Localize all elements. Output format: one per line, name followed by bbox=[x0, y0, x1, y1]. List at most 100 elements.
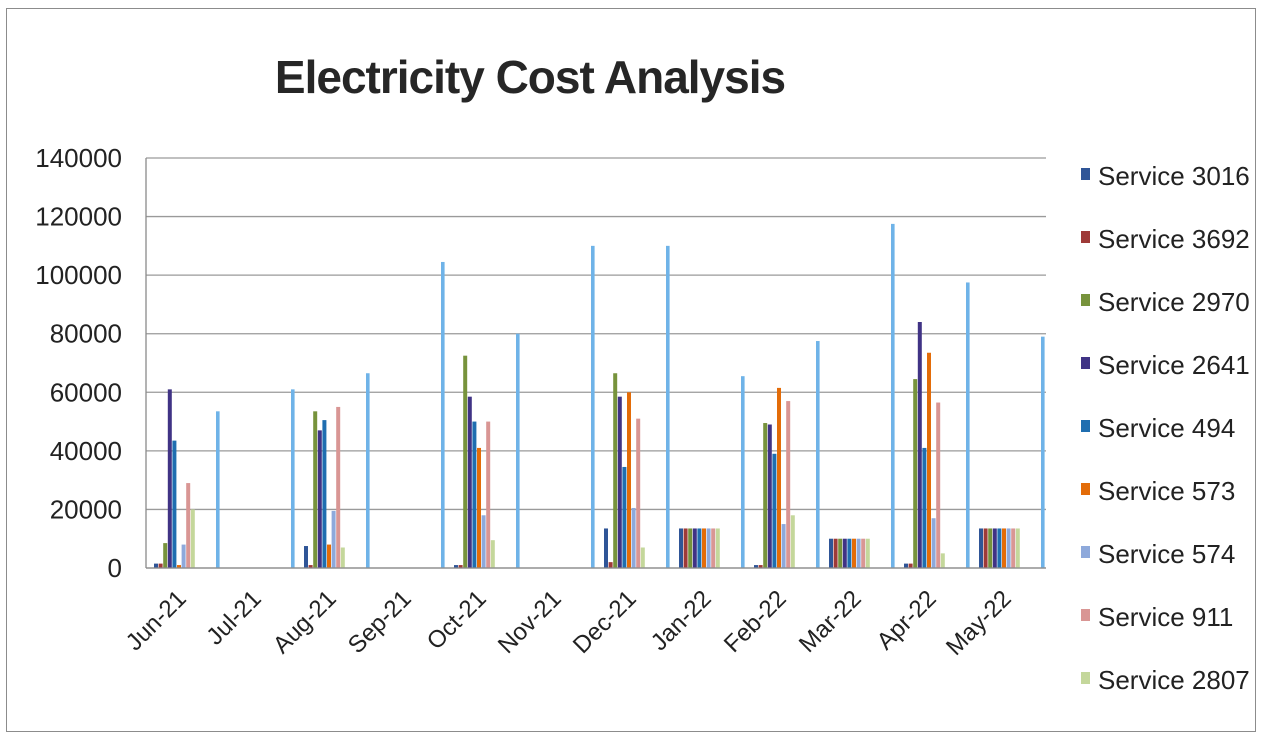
legend-label: Service 574 bbox=[1098, 539, 1235, 569]
bar-service-911-feb-22 bbox=[786, 401, 791, 568]
bar-service-911-apr-22 bbox=[936, 402, 941, 568]
bar-service-911-mar-22 bbox=[861, 538, 866, 568]
bar-service-2807-jun-21 bbox=[190, 509, 195, 568]
extra-bar-8 bbox=[816, 341, 820, 568]
bar-service-3016-aug-21 bbox=[304, 546, 308, 568]
legend-swatch bbox=[1081, 168, 1090, 180]
bar-service-2807-jan-22 bbox=[715, 528, 720, 568]
bar-service-574-oct-21 bbox=[481, 515, 486, 568]
bar-service-2807-feb-22 bbox=[790, 515, 795, 568]
bar-service-2807-aug-21 bbox=[340, 547, 345, 568]
x-tick-label: Sep-21 bbox=[343, 585, 417, 659]
bar-service-2641-apr-22 bbox=[917, 322, 922, 568]
x-tick-label: Apr-22 bbox=[872, 585, 942, 655]
bar-service-2807-dec-21 bbox=[640, 547, 645, 568]
legend-label: Service 3692 bbox=[1098, 224, 1250, 254]
x-tick-label: Mar-22 bbox=[794, 585, 867, 658]
bar-service-911-jun-21 bbox=[186, 483, 191, 568]
legend-swatch bbox=[1081, 609, 1090, 621]
bar-service-3692-jan-22 bbox=[683, 528, 688, 568]
extra-bar-0 bbox=[216, 411, 220, 568]
bar-service-3016-feb-22 bbox=[754, 565, 758, 568]
legend-label: Service 3016 bbox=[1098, 161, 1250, 191]
bar-service-494-apr-22 bbox=[922, 447, 927, 568]
chart-frame bbox=[6, 8, 1256, 732]
extra-bar-1 bbox=[291, 389, 295, 568]
bar-service-574-feb-22 bbox=[781, 524, 786, 568]
bar-service-574-dec-21 bbox=[631, 507, 636, 568]
y-tick-label: 40000 bbox=[50, 436, 122, 466]
bar-service-2641-aug-21 bbox=[317, 430, 322, 568]
bar-service-2807-may-22 bbox=[1015, 528, 1020, 568]
legend-label: Service 2970 bbox=[1098, 287, 1250, 317]
bar-service-2641-dec-21 bbox=[617, 396, 622, 568]
extra-bar-11 bbox=[1041, 336, 1045, 568]
bar-service-573-jun-21 bbox=[177, 565, 181, 568]
bar-service-3692-feb-22 bbox=[758, 565, 763, 568]
extra-bar-4 bbox=[516, 333, 520, 568]
bar-service-911-aug-21 bbox=[336, 406, 341, 568]
bar-series bbox=[154, 223, 1045, 568]
bar-service-3692-oct-21 bbox=[458, 565, 463, 568]
y-axis: 0 20000 40000 60000 80000 100000 120000 140000 bbox=[35, 143, 147, 583]
bar-service-2641-oct-21 bbox=[467, 396, 472, 568]
bar-service-573-aug-21 bbox=[327, 544, 331, 568]
legend: Service 3016 Service 3692 Service 2970 Serv… bbox=[1081, 161, 1250, 695]
legend-label: Service 494 bbox=[1098, 413, 1235, 443]
bar-service-574-may-22 bbox=[1006, 528, 1011, 568]
bar-service-3692-may-22 bbox=[983, 528, 988, 568]
bar-service-574-jan-22 bbox=[706, 528, 711, 568]
bar-service-3692-mar-22 bbox=[833, 538, 838, 568]
bar-service-573-apr-22 bbox=[927, 352, 931, 568]
bar-service-494-oct-21 bbox=[472, 421, 477, 568]
extra-bar-7 bbox=[741, 376, 745, 568]
bar-service-3016-dec-21 bbox=[604, 528, 608, 568]
y-tick-label: 140000 bbox=[35, 143, 122, 173]
extra-bar-3 bbox=[441, 261, 445, 568]
bar-service-2641-jun-21 bbox=[167, 389, 172, 568]
y-tick-label: 60000 bbox=[50, 377, 122, 407]
legend-label: Service 573 bbox=[1098, 476, 1235, 506]
bar-service-2970-jun-21 bbox=[163, 543, 168, 568]
x-tick-label: Jun-21 bbox=[121, 585, 192, 656]
bar-service-2641-mar-22 bbox=[842, 538, 847, 568]
bar-service-494-feb-22 bbox=[772, 453, 777, 568]
bar-service-2807-mar-22 bbox=[865, 538, 870, 568]
bar-service-2970-jan-22 bbox=[688, 528, 693, 568]
bar-service-494-aug-21 bbox=[322, 420, 327, 568]
bar-service-573-oct-21 bbox=[477, 447, 481, 568]
bar-service-911-may-22 bbox=[1011, 528, 1016, 568]
extra-bar-5 bbox=[591, 245, 595, 568]
legend-swatch bbox=[1081, 357, 1090, 369]
bar-service-2970-mar-22 bbox=[838, 538, 843, 568]
x-tick-label: Jan-22 bbox=[646, 585, 717, 656]
legend-label: Service 2641 bbox=[1098, 350, 1250, 380]
bar-service-573-dec-21 bbox=[627, 392, 631, 568]
bar-service-3692-dec-21 bbox=[608, 562, 613, 568]
bar-service-574-apr-22 bbox=[931, 518, 936, 568]
y-tick-label: 80000 bbox=[50, 319, 122, 349]
x-tick-label: Oct-21 bbox=[422, 585, 492, 655]
bar-service-911-dec-21 bbox=[636, 418, 641, 568]
bar-service-3016-oct-21 bbox=[454, 565, 458, 568]
x-axis: Jun-21 Jul-21 Aug-21 Sep-21 Oct-21 Nov-21 Dec-… bbox=[121, 567, 1046, 661]
bar-service-3692-apr-22 bbox=[908, 563, 913, 568]
bar-service-2641-may-22 bbox=[992, 528, 997, 568]
bar-service-3692-aug-21 bbox=[308, 565, 313, 568]
x-tick-label: Dec-21 bbox=[568, 585, 642, 659]
bar-service-2807-oct-21 bbox=[490, 540, 495, 568]
bar-service-2970-may-22 bbox=[988, 528, 993, 568]
legend-swatch bbox=[1081, 231, 1090, 243]
extra-bar-9 bbox=[891, 223, 895, 568]
bar-service-494-may-22 bbox=[997, 528, 1002, 568]
chart-title: Electricity Cost Analysis bbox=[274, 51, 786, 103]
bar-service-3016-mar-22 bbox=[829, 538, 833, 568]
gridlines bbox=[146, 157, 1046, 569]
bar-service-911-oct-21 bbox=[486, 421, 491, 568]
legend-swatch bbox=[1081, 483, 1090, 495]
y-tick-label: 20000 bbox=[50, 494, 122, 524]
bar-service-3016-may-22 bbox=[979, 528, 983, 568]
bar-service-2807-apr-22 bbox=[940, 553, 945, 568]
bar-service-574-mar-22 bbox=[856, 538, 861, 568]
